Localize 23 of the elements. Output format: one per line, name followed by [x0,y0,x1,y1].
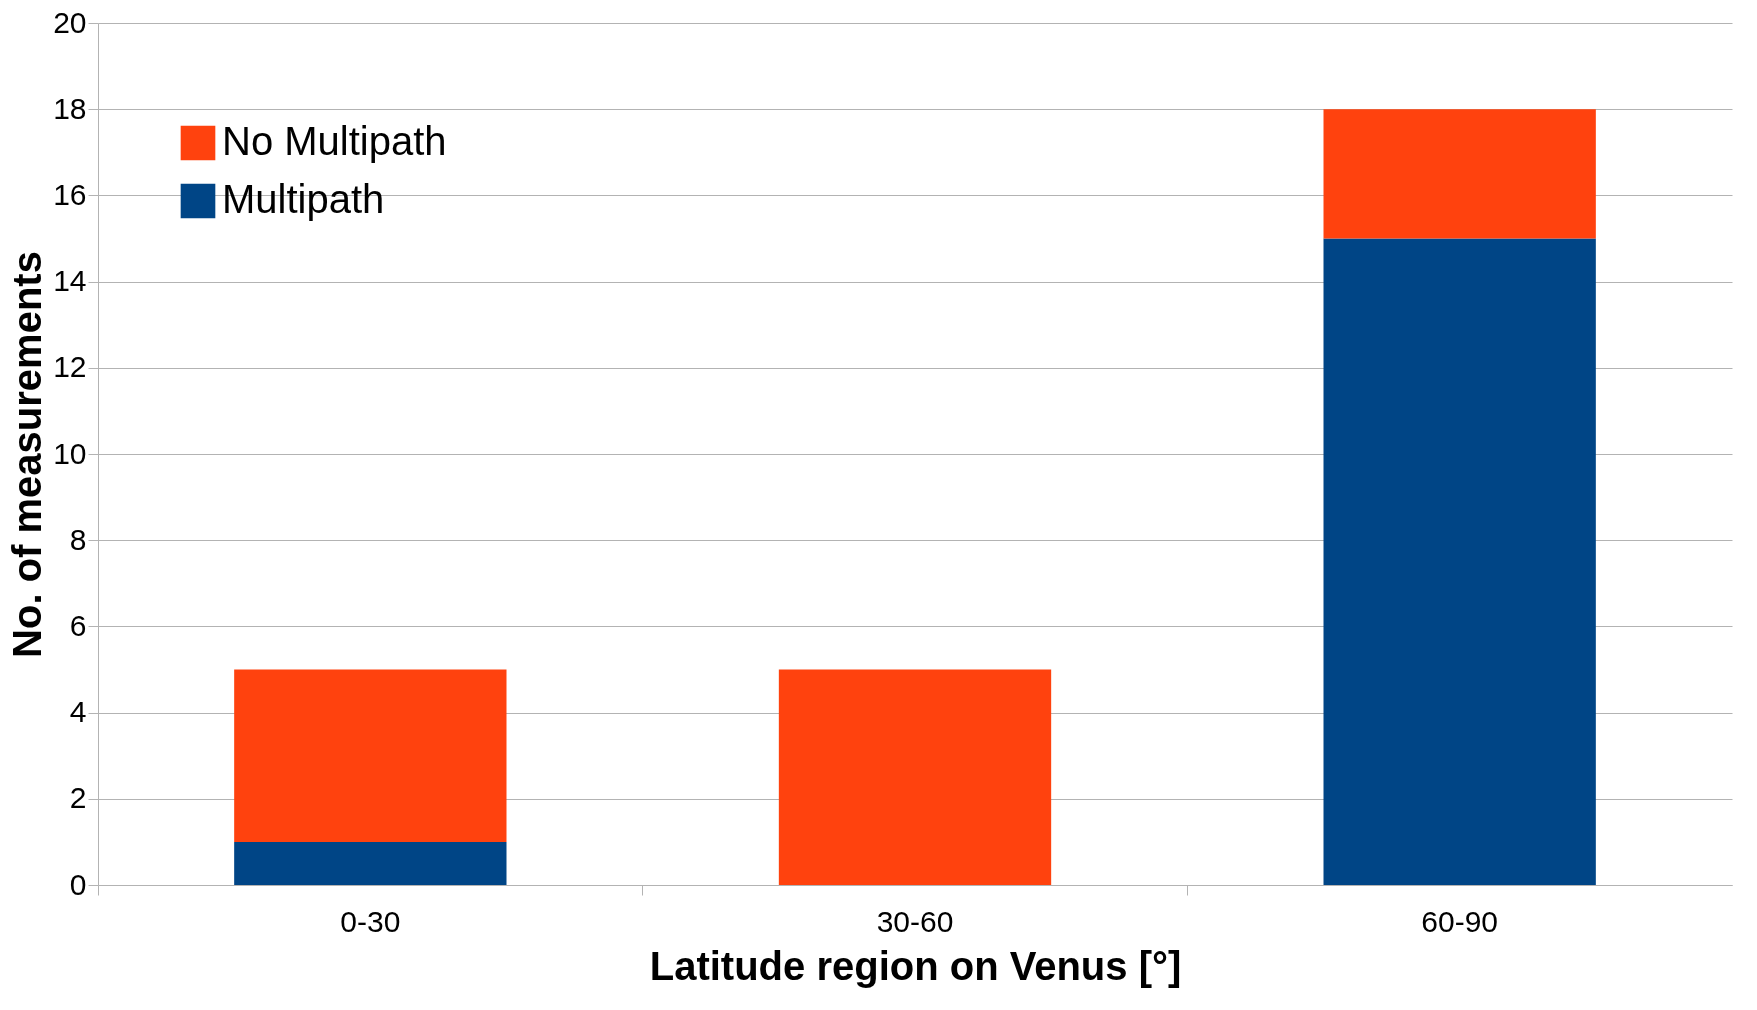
bar [1323,238,1596,885]
y-axis-title: No. of measurements [5,251,50,658]
y-tick-label: 0 [69,867,87,901]
y-tick-label: 2 [69,781,87,815]
bar [234,669,507,842]
bar [234,841,507,885]
x-axis-title: Latitude region on Venus [°] [649,943,1182,988]
bar [778,669,1052,885]
bar [1323,109,1596,239]
legend-label: Multipath [222,177,385,221]
y-tick-label: 4 [69,695,87,729]
y-tick-label: 10 [53,436,87,470]
y-tick-label: 18 [53,91,87,125]
x-tick-label: 30-60 [876,904,954,938]
y-tick-label: 8 [69,522,87,556]
x-tick-label: 60-90 [1421,904,1499,938]
y-tick-label: 20 [53,5,87,39]
y-tick-label: 6 [69,608,87,642]
x-tick-label: 0-30 [340,904,401,938]
y-tick-label: 14 [53,264,87,298]
y-tick-label: 12 [53,350,87,384]
y-tick-label: 16 [53,177,87,211]
legend-label: No Multipath [222,119,447,163]
